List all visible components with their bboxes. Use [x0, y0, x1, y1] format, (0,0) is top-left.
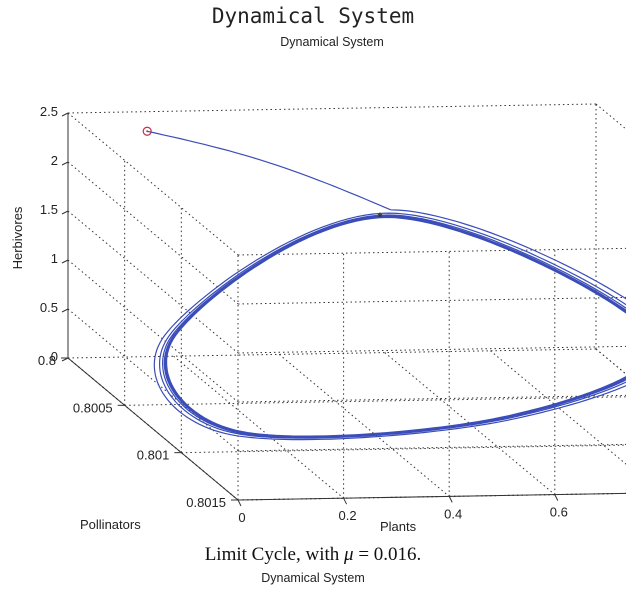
y-tick-label: 0.8005 [73, 400, 113, 415]
box-edge [67, 103, 597, 114]
figure-caption: Limit Cycle, with μ = 0.016. [0, 544, 626, 566]
grid-line-left-z [67, 161, 239, 305]
grid-line-left-z [67, 112, 239, 256]
x-tick-label: 0.2 [339, 508, 357, 523]
grid-line-floor-y [67, 348, 597, 359]
x-tick-mark [343, 497, 348, 505]
z-tick-label: 1.5 [40, 202, 58, 217]
grid-line-floor-x [278, 354, 450, 497]
grid-line-floor-x [490, 350, 626, 465]
z-tick-label: 0.5 [40, 300, 58, 315]
grid-line-left-z [67, 210, 239, 354]
box-edge [595, 348, 626, 375]
y-axis-line [67, 357, 239, 501]
caption-equals: = 0.016. [353, 544, 422, 565]
z-tick-label: 0 [51, 349, 58, 364]
end-marker: * [377, 210, 382, 225]
x-tick-mark [448, 496, 453, 503]
grid-line-back-z [237, 443, 626, 452]
grid-layer [67, 103, 626, 501]
y-tick-label: 0.8015 [186, 495, 226, 510]
grid-line-back-z [237, 345, 626, 354]
caption-mu-symbol: μ [344, 544, 354, 565]
tick-labels: 0 0.5 1 1.5 2 2.5 0.8 0.8005 0.801 0.8015 0 0.2 0.4 0… [38, 104, 568, 525]
grid-line-left-z [67, 259, 239, 403]
grid-line-left-z [67, 308, 239, 452]
z-tick-mark [61, 210, 69, 215]
caption-prefix: Limit Cycle, with [204, 544, 345, 565]
grid-line-floor-x [384, 352, 556, 495]
y-tick-label: 0.801 [137, 448, 170, 463]
z-tick-label: 2.5 [40, 104, 58, 119]
z-tick-mark [61, 161, 69, 166]
z-tick-mark [61, 308, 69, 313]
figure-footer-title: Dynamical System [261, 571, 365, 585]
y-axis-label: Pollinators [80, 517, 141, 532]
x-axis-line [237, 492, 626, 501]
z-tick-label: 1 [51, 251, 58, 266]
grid-line-floor-y [124, 396, 626, 406]
grid-line-floor-x [595, 348, 626, 375]
z-tick-mark [61, 259, 69, 264]
grid-line-floor-x [173, 355, 344, 499]
start-marker-dot [146, 130, 149, 133]
z-tick-mark [61, 112, 69, 117]
x-tick-label: 0.4 [444, 506, 462, 521]
figure-header-title: Dynamical System [211, 4, 415, 28]
x-tick-mark [237, 499, 242, 507]
axis-lines [61, 112, 626, 507]
start-marker [142, 126, 152, 136]
grid-line-back-z [237, 296, 626, 305]
box-edge [595, 103, 626, 130]
plot-title: Dynamical System [280, 35, 384, 49]
x-tick-label: 0 [238, 510, 245, 525]
trajectory-line [147, 130, 626, 441]
z-tick-label: 2 [51, 153, 58, 168]
x-axis-label: Plants [380, 519, 417, 534]
grid-line-back-z [237, 247, 626, 256]
z-axis-label: Herbivores [10, 206, 25, 269]
y-tick-label: 0.8 [38, 353, 56, 368]
x-tick-label: 0.6 [550, 505, 568, 520]
trajectory-layer: * [142, 126, 626, 441]
x-tick-mark [554, 494, 559, 501]
